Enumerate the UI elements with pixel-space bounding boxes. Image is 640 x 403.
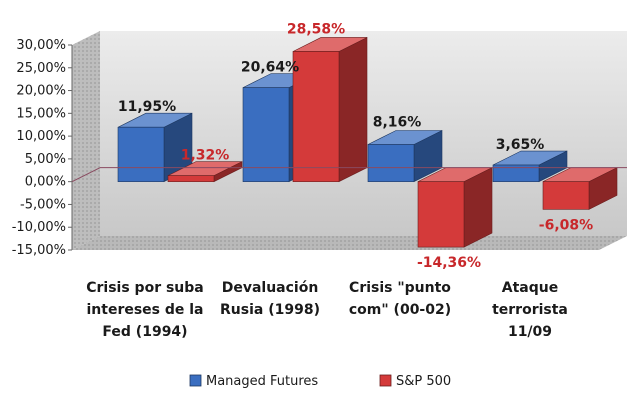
bar-sp500-2 xyxy=(417,167,493,248)
y-tick-label: -10,00% xyxy=(12,220,66,235)
data-label: 8,16% xyxy=(373,114,422,130)
y-tick-label: 10,00% xyxy=(16,129,66,144)
y-tick-label: 5,00% xyxy=(25,152,66,167)
bar-sp500-1 xyxy=(292,36,368,183)
y-tick-label: 20,00% xyxy=(16,84,66,99)
legend-item-sp500: S&P 500 xyxy=(379,374,451,389)
legend-swatch xyxy=(379,374,392,387)
data-label: 3,65% xyxy=(496,137,545,153)
data-label: 28,58% xyxy=(287,21,345,37)
legend-label: Managed Futures xyxy=(206,374,318,389)
chart-floor xyxy=(72,236,627,250)
data-label: 11,95% xyxy=(118,99,176,115)
bar-managed-futures-2 xyxy=(367,130,443,183)
legend-item-managed-futures: Managed Futures xyxy=(189,374,318,389)
category-label: Devaluación Rusia (1998) xyxy=(220,280,320,318)
legend-label: S&P 500 xyxy=(396,374,451,389)
y-tick-label: -5,00% xyxy=(20,197,66,212)
category-label: Crisis "punto com" (00-02) xyxy=(349,280,451,318)
y-tick-label: 0,00% xyxy=(25,175,66,190)
category-label: Crisis por suba intereses de la Fed (1994) xyxy=(86,280,204,340)
zero-line-side xyxy=(71,167,101,183)
data-label: 20,64% xyxy=(241,60,299,76)
bar-managed-futures-0 xyxy=(117,112,193,183)
data-label: 1,32% xyxy=(181,148,230,164)
y-tick-label: 15,00% xyxy=(16,106,66,121)
data-label: -6,08% xyxy=(539,217,593,233)
bar-managed-futures-3 xyxy=(492,150,568,183)
legend-swatch xyxy=(189,374,202,387)
y-tick-label: -15,00% xyxy=(12,243,66,258)
category-label: Ataque terrorista 11/09 xyxy=(492,280,568,340)
side-wall xyxy=(72,31,100,250)
data-label: -14,36% xyxy=(417,255,481,271)
y-tick-label: 25,00% xyxy=(16,61,66,76)
bar-sp500-3 xyxy=(542,167,618,210)
y-tick-label: 30,00% xyxy=(16,38,66,53)
